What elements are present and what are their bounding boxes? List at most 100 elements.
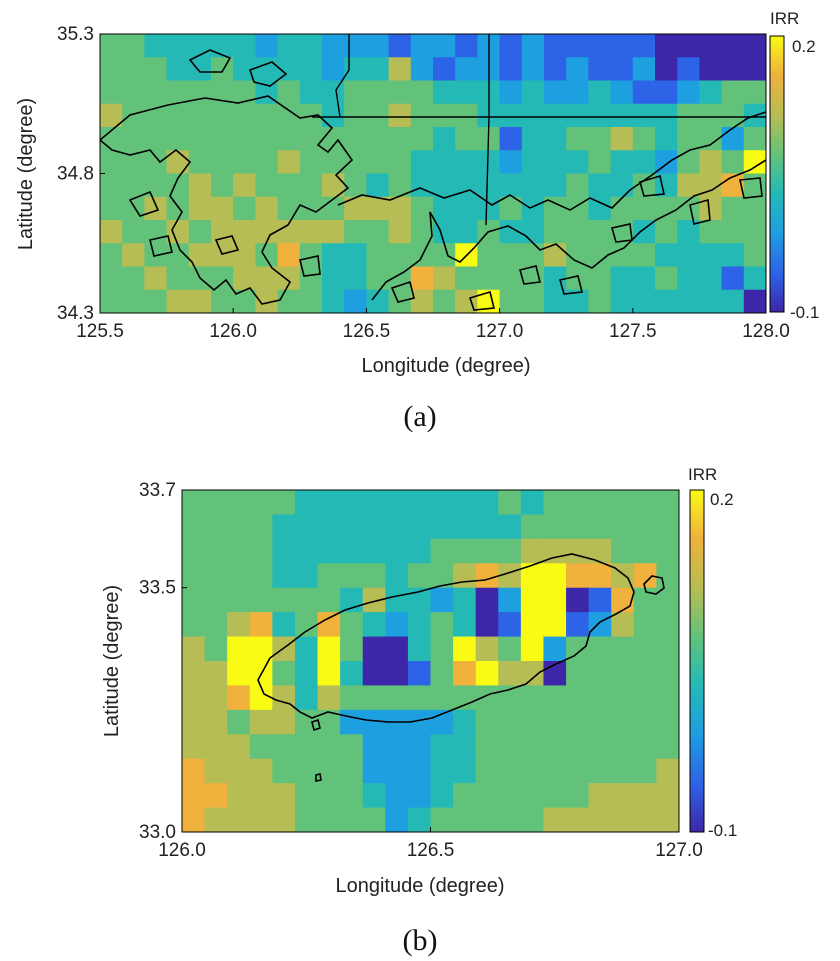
heatmap-cell-b-r4-c14 bbox=[498, 587, 522, 613]
heatmap-cell-a-r6-c19 bbox=[521, 173, 545, 198]
heatmap-cell-a-r5-c18 bbox=[499, 150, 523, 175]
x-axis-label-a: Longitude (degree) bbox=[361, 355, 530, 377]
heatmap-cell-a-r5-c15 bbox=[433, 150, 456, 175]
x-ticks-b: 126.0 126.5 127.0 bbox=[158, 827, 703, 861]
heatmap-cell-a-r4-c1 bbox=[122, 127, 145, 151]
heatmap-cell-b-r0-c6 bbox=[317, 490, 341, 516]
heatmap-cell-a-r10-c1 bbox=[122, 266, 145, 291]
heatmap-cell-a-r4-c26 bbox=[677, 127, 700, 151]
heatmap-cell-a-r10-c21 bbox=[566, 266, 589, 291]
y-ticks-b: 33.7 33.5 33.0 bbox=[139, 480, 187, 843]
heatmap-cell-a-r5-c1 bbox=[122, 150, 145, 175]
heatmap-cell-a-r2-c11 bbox=[344, 80, 367, 105]
heatmap-cell-a-r11-c26 bbox=[677, 289, 700, 313]
heatmap-cell-a-r3-c4 bbox=[188, 103, 212, 128]
heatmap-cell-a-r7-c4 bbox=[188, 196, 212, 221]
heatmap-cell-b-r6-c1 bbox=[204, 636, 228, 662]
heatmap-cell-a-r11-c21 bbox=[566, 289, 589, 313]
heatmap-cell-b-r0-c3 bbox=[249, 490, 273, 516]
heatmap-cell-a-r10-c18 bbox=[499, 266, 523, 291]
heatmap-cell-a-r3-c23 bbox=[610, 103, 634, 128]
heatmap-cell-b-r0-c19 bbox=[611, 490, 635, 516]
heatmap-cell-a-r9-c21 bbox=[566, 243, 589, 268]
heatmap-cell-b-r0-c4 bbox=[272, 490, 296, 516]
chart-b: 126.0 126.5 127.0 33.7 33.5 33.0 Longitude (… bbox=[101, 465, 737, 957]
heatmap-cell-a-r1-c7 bbox=[255, 57, 279, 82]
heatmap-cell-a-r6-c27 bbox=[699, 173, 723, 198]
heatmap-cell-a-r9-c8 bbox=[277, 243, 301, 268]
heatmap-cell-a-r0-c23 bbox=[610, 34, 634, 58]
heatmap-cell-a-r3-c16 bbox=[455, 103, 478, 128]
heatmap-cell-a-r2-c9 bbox=[299, 80, 323, 105]
heatmap-cell-a-r5-c4 bbox=[188, 150, 212, 175]
heatmap-cell-b-r4-c17 bbox=[566, 587, 590, 613]
heatmap-cell-b-r8-c10 bbox=[407, 685, 432, 711]
heatmap-cell-a-r9-c27 bbox=[699, 243, 723, 268]
heatmap-cell-b-r12-c1 bbox=[204, 783, 228, 809]
colorbar-min-label-a: -0.1 bbox=[790, 303, 819, 322]
heatmap-cell-b-r12-c18 bbox=[588, 783, 612, 809]
heatmap-cell-a-r0-c26 bbox=[677, 34, 700, 58]
heatmap-cell-a-r7-c2 bbox=[144, 196, 168, 221]
heatmap-cell-b-r12-c21 bbox=[656, 783, 679, 809]
heatmap-cell-b-r4-c2 bbox=[227, 587, 251, 613]
heatmap-cell-a-r0-c8 bbox=[277, 34, 301, 58]
admin-boundaries-a bbox=[312, 34, 766, 226]
heatmap-cell-b-r8-c11 bbox=[430, 685, 454, 711]
heatmap-cell-a-r11-c19 bbox=[521, 289, 545, 313]
heatmap-cell-a-r2-c6 bbox=[233, 80, 256, 105]
heatmap-cell-b-r0-c21 bbox=[656, 490, 679, 516]
heatmap-cell-a-r6-c13 bbox=[388, 173, 412, 198]
heatmap-cell-a-r5-c19 bbox=[521, 150, 545, 175]
heatmap-cell-b-r5-c19 bbox=[611, 612, 635, 638]
heatmap-cell-a-r10-c8 bbox=[277, 266, 301, 291]
heatmap-cell-a-r10-c25 bbox=[655, 266, 678, 291]
heatmap-cell-b-r7-c13 bbox=[475, 661, 499, 687]
heatmap-cell-a-r3-c25 bbox=[655, 103, 678, 128]
heatmap-cell-b-r3-c1 bbox=[204, 563, 228, 589]
heatmap-cell-b-r4-c4 bbox=[272, 587, 296, 613]
heatmap-cell-b-r1-c6 bbox=[317, 514, 341, 540]
heatmap-cell-a-r11-c20 bbox=[544, 289, 567, 313]
heatmap-cell-a-r2-c20 bbox=[544, 80, 567, 105]
heatmap-cell-b-r7-c9 bbox=[385, 661, 409, 687]
heatmap-cell-b-r1-c2 bbox=[227, 514, 251, 540]
heatmap-cell-b-r2-c13 bbox=[475, 538, 499, 564]
heatmap-cell-a-r9-c19 bbox=[521, 243, 545, 268]
heatmap-cell-a-r7-c12 bbox=[366, 196, 390, 221]
heatmap-cell-b-r7-c6 bbox=[317, 661, 341, 687]
heatmap-cell-a-r8-c18 bbox=[499, 220, 523, 244]
heatmap-cell-a-r1-c26 bbox=[677, 57, 700, 82]
heatmap-cell-a-r4-c16 bbox=[455, 127, 478, 151]
heatmap-cell-a-r2-c22 bbox=[588, 80, 612, 105]
heatmap-cell-a-r5-c16 bbox=[455, 150, 478, 175]
heatmap-cell-a-r6-c4 bbox=[188, 173, 212, 198]
heatmap-cell-b-r8-c5 bbox=[294, 685, 319, 711]
heatmap-cell-b-r6-c4 bbox=[272, 636, 296, 662]
heatmap-cell-a-r0-c16 bbox=[455, 34, 478, 58]
heatmap-cell-a-r11-c0 bbox=[100, 289, 123, 313]
heatmap-cell-b-r13-c2 bbox=[227, 807, 251, 832]
heatmap-cell-a-r9-c23 bbox=[610, 243, 634, 268]
heatmap-cell-b-r11-c10 bbox=[407, 758, 432, 784]
heatmap-cell-b-r8-c0 bbox=[182, 685, 206, 711]
heatmap-cell-b-r5-c2 bbox=[227, 612, 251, 638]
x-tick-label-a-3: 127.0 bbox=[476, 321, 524, 342]
heatmap-cell-b-r3-c8 bbox=[362, 563, 386, 589]
heatmap-cell-b-r11-c16 bbox=[543, 758, 567, 784]
heatmap-cell-a-r3-c7 bbox=[255, 103, 279, 128]
heatmap-cell-a-r1-c25 bbox=[655, 57, 678, 82]
heatmap-cell-b-r4-c10 bbox=[407, 587, 432, 613]
heatmap-cell-a-r4-c7 bbox=[255, 127, 279, 151]
heatmap-cell-a-r1-c9 bbox=[299, 57, 323, 82]
heatmap-cell-a-r5-c7 bbox=[255, 150, 279, 175]
heatmap-cell-b-r12-c11 bbox=[430, 783, 454, 809]
heatmap-cell-a-r6-c12 bbox=[366, 173, 390, 198]
heatmap-cell-a-r11-c4 bbox=[188, 289, 212, 313]
heatmap-cell-a-r2-c2 bbox=[144, 80, 168, 105]
heatmap-cell-b-r12-c8 bbox=[362, 783, 386, 809]
heatmap-cell-b-r3-c0 bbox=[182, 563, 206, 589]
heatmap-cell-b-r8-c15 bbox=[520, 685, 545, 711]
heatmap-cell-b-r10-c13 bbox=[475, 734, 499, 760]
heatmap-cell-b-r4-c7 bbox=[340, 587, 364, 613]
